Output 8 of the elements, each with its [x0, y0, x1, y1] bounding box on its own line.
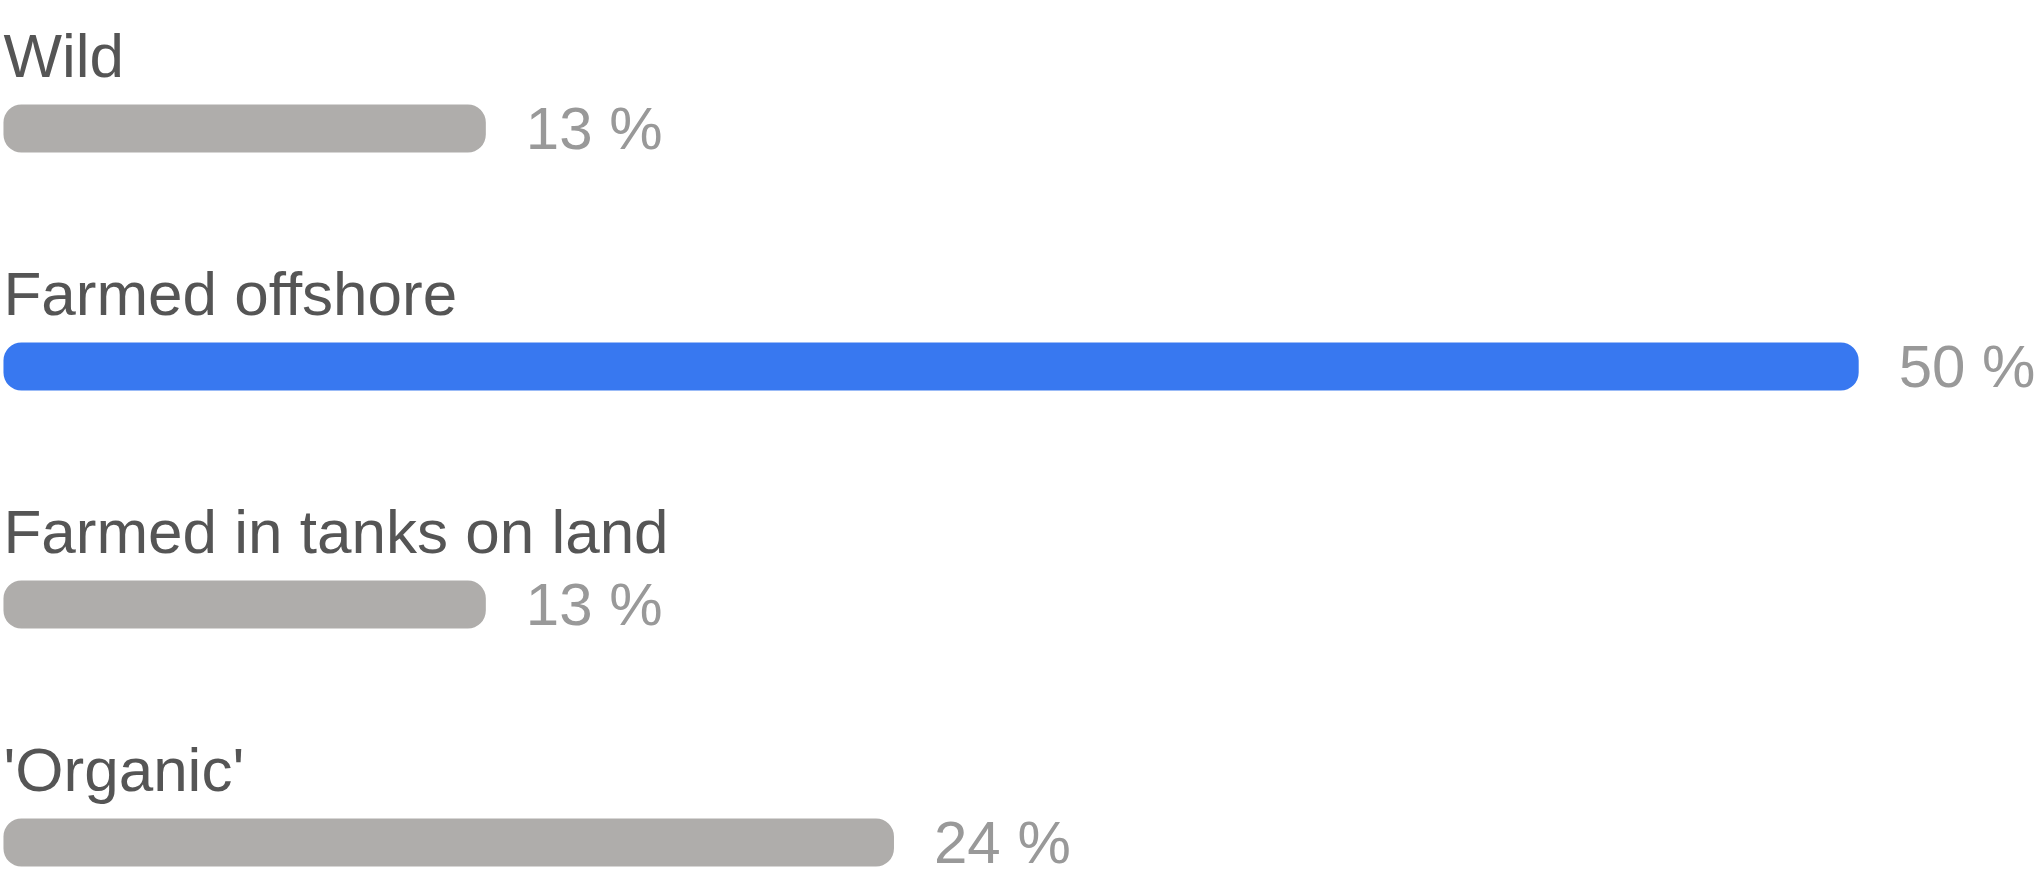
y-tick-label: 'Organic': [3, 735, 245, 804]
data-label: 13 %: [525, 571, 663, 638]
y-tick-label: Farmed offshore: [3, 259, 458, 328]
y-tick-label: Farmed in tanks on land: [3, 497, 669, 566]
data-label: 24 %: [933, 809, 1071, 870]
data-label: 50 %: [1898, 333, 2036, 400]
y-tick-label: Wild: [3, 21, 125, 90]
data-label: 13 %: [525, 95, 663, 162]
